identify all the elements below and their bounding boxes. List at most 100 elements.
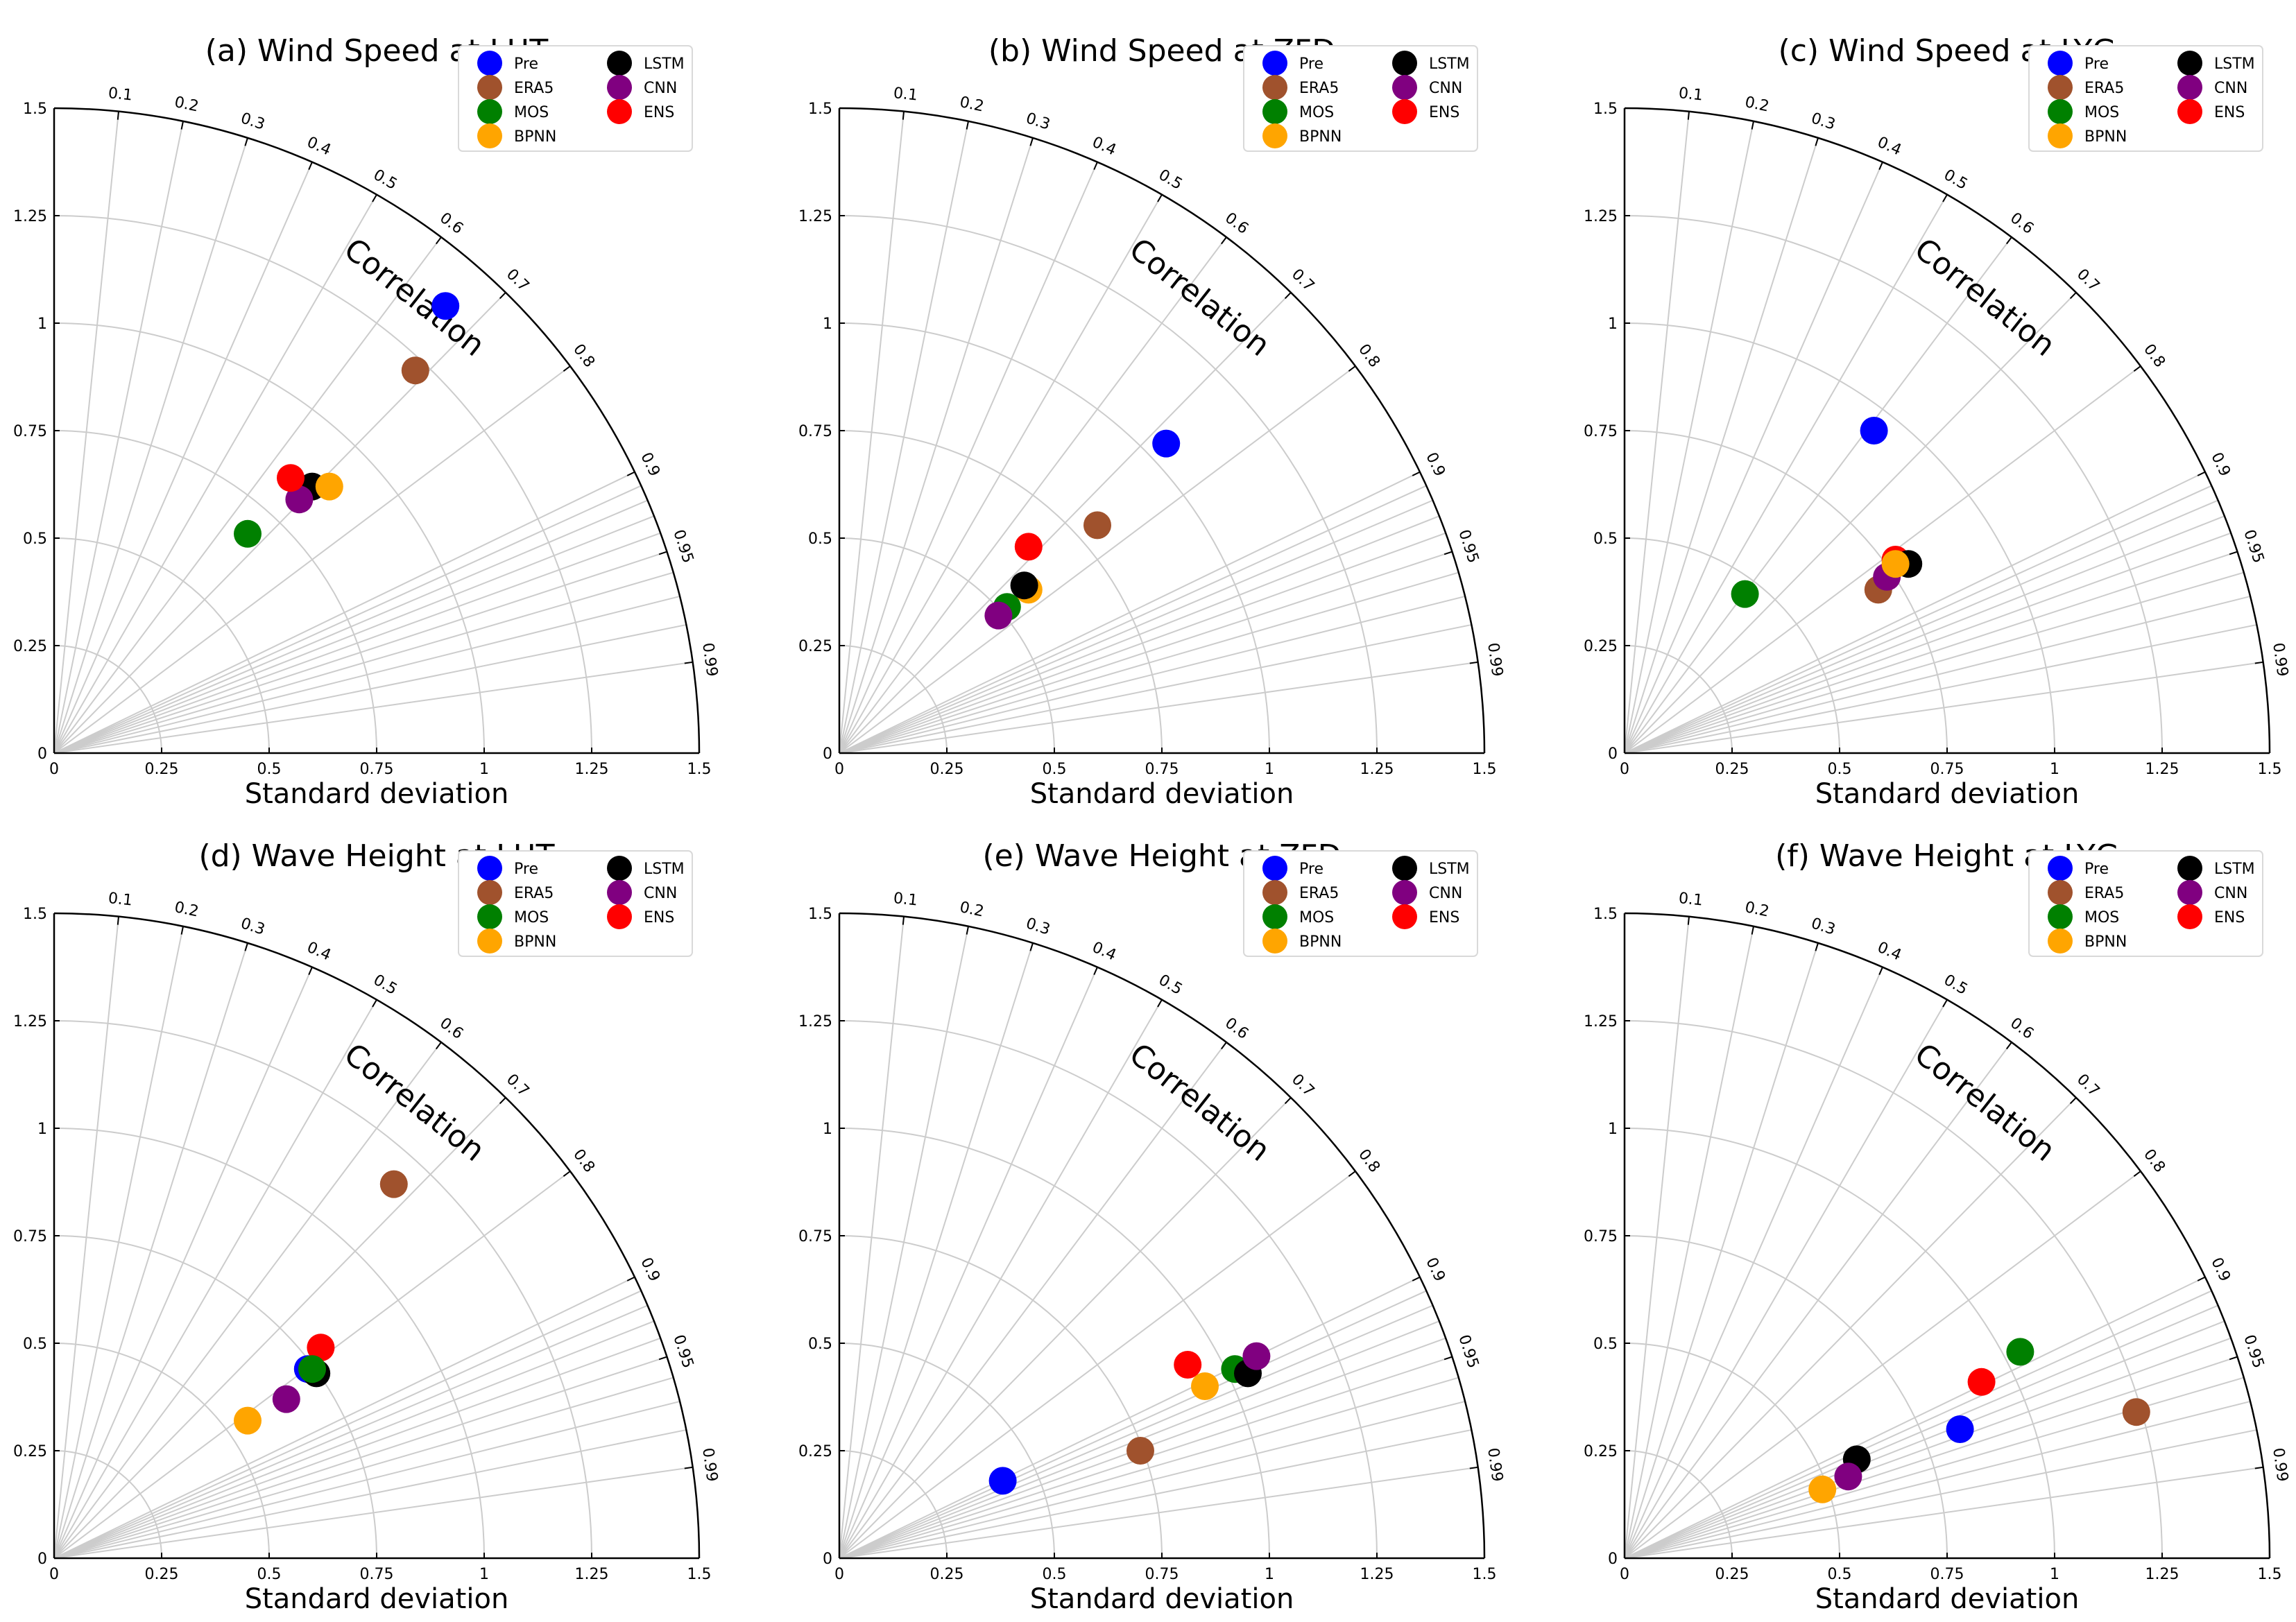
legend-marker-cnn <box>1392 75 1417 100</box>
correlation-grid-ray <box>839 162 1098 754</box>
y-tick-label: 0.5 <box>808 530 832 548</box>
legend-label-cnn: CNN <box>1429 885 1462 902</box>
y-tick-label: 0 <box>1608 1551 1618 1568</box>
correlation-grid-ray <box>1624 916 1690 1559</box>
x-tick-label: 1.25 <box>1360 761 1394 778</box>
y-tick-label: 0 <box>823 745 832 763</box>
x-tick-label: 1.5 <box>1473 761 1497 778</box>
correlation-grid-ray <box>839 1171 1356 1559</box>
y-tick-label: 1.5 <box>808 101 832 118</box>
correlation-grid-ray <box>53 999 377 1559</box>
correlation-grid-ray <box>53 1097 506 1559</box>
legend-label-cnn: CNN <box>644 80 677 97</box>
y-tick-label: 0.25 <box>1584 638 1618 655</box>
legend-label-era5: ERA5 <box>514 885 554 902</box>
correlation-tick-label: 0.95 <box>2240 1333 2267 1370</box>
correlation-grid-ray <box>53 1337 661 1559</box>
std-grid-arc <box>839 1450 948 1559</box>
correlation-tick-label: 0.95 <box>669 1333 696 1370</box>
data-point-bpnn <box>1808 1475 1837 1503</box>
correlation-tick-mark <box>626 471 635 476</box>
correlation-tick-label: 0.95 <box>2240 528 2267 565</box>
correlation-grid-ray <box>1624 595 2251 754</box>
legend-label-pre: Pre <box>2084 55 2109 73</box>
correlation-tick-mark <box>180 926 184 935</box>
correlation-grid-ray <box>839 551 1453 754</box>
legend: Pre LSTM ERA5 CNN MOS ENS BPNN <box>2028 45 2263 152</box>
correlation-grid-ray <box>53 137 248 754</box>
data-point-era5 <box>1083 511 1111 540</box>
correlation-grid-ray <box>53 121 184 754</box>
correlation-grid-ray <box>1624 551 2238 754</box>
legend-label-era5: ERA5 <box>514 80 554 97</box>
correlation-tick-label: 0.1 <box>1678 890 1704 909</box>
correlation-grid-ray <box>839 532 1446 754</box>
legend-label-pre: Pre <box>2084 861 2109 878</box>
correlation-grid-ray <box>1624 942 1819 1559</box>
std-grid-arc <box>53 1343 270 1559</box>
correlation-tick-mark <box>2254 661 2263 664</box>
std-grid-arc <box>53 537 270 754</box>
correlation-tick-mark <box>1029 942 1034 951</box>
correlation-grid-ray <box>839 137 1034 754</box>
x-axis-label: Standard deviation <box>1815 1583 2080 1615</box>
legend-marker-era5 <box>2048 880 2073 905</box>
correlation-tick-label: 0.5 <box>370 972 400 999</box>
correlation-tick-mark <box>372 194 377 202</box>
legend-box <box>1243 850 1478 957</box>
legend-label-lstm: LSTM <box>1429 861 1470 878</box>
correlation-tick-label: 0.99 <box>2269 641 2291 678</box>
correlation-tick-mark <box>1469 1466 1478 1469</box>
outer-correlation-arc <box>839 107 1486 754</box>
correlation-tick-label: 0.8 <box>1355 1146 1383 1176</box>
x-tick-label: 1.5 <box>687 1566 712 1583</box>
correlation-grid-ray <box>1624 111 1690 754</box>
correlation-tick-label: 0.9 <box>2207 450 2234 479</box>
data-point-pre <box>988 1467 1017 1495</box>
correlation-grid-ray <box>1624 236 2012 754</box>
std-grid-arc <box>839 1235 1163 1559</box>
legend-marker-era5 <box>1262 75 1287 100</box>
correlation-grid-ray <box>53 236 442 754</box>
legend-label-era5: ERA5 <box>1299 80 1339 97</box>
x-tick-label: 0.25 <box>1715 761 1749 778</box>
legend-marker-mos <box>1262 99 1287 124</box>
correlation-grid-ray <box>1624 515 2225 754</box>
correlation-grid-ray <box>53 111 119 754</box>
data-point-bpnn <box>315 472 343 501</box>
correlation-tick-mark <box>1157 999 1163 1008</box>
correlation-tick-mark <box>244 942 248 951</box>
correlation-grid-ray <box>839 292 1292 754</box>
correlation-tick-label: 0.4 <box>1875 939 1904 965</box>
legend-marker-lstm <box>1392 856 1417 881</box>
legend-marker-era5 <box>477 880 502 905</box>
correlation-tick-mark <box>563 1171 571 1177</box>
std-grid-arc <box>1624 322 2055 754</box>
correlation-grid-ray <box>839 194 1163 754</box>
correlation-tick-label: 0.6 <box>2007 209 2037 238</box>
y-tick-label: 0.75 <box>1584 423 1618 440</box>
legend-box <box>458 45 693 152</box>
correlation-grid-ray <box>1624 532 2231 754</box>
std-grid-arc <box>53 322 485 754</box>
y-tick-label: 0.25 <box>13 1443 47 1460</box>
x-tick-label: 0.5 <box>1828 761 1852 778</box>
correlation-grid-ray <box>53 926 184 1559</box>
correlation-tick-label: 0.5 <box>370 166 400 193</box>
legend-marker-bpnn <box>1262 929 1287 954</box>
correlation-grid-ray <box>1624 661 2263 754</box>
legend-label-cnn: CNN <box>1429 80 1462 97</box>
correlation-tick-mark <box>658 551 667 555</box>
legend-label-era5: ERA5 <box>2084 885 2124 902</box>
correlation-grid-ray <box>1624 1290 2212 1559</box>
correlation-axis-label: Correlation <box>1122 1037 1276 1168</box>
correlation-grid-ray <box>1624 1171 2141 1559</box>
legend-box <box>2028 45 2263 152</box>
std-grid-arc <box>53 1450 162 1559</box>
x-tick-label: 0.25 <box>930 761 964 778</box>
correlation-grid-ray <box>1624 1377 2245 1559</box>
correlation-grid-ray <box>1624 1097 2077 1559</box>
legend-marker-pre <box>2048 856 2073 881</box>
taylor-panel-d: (d) Wave Height at LHT000.250.250.50.50.… <box>13 838 721 1615</box>
legend-label-ens: ENS <box>644 104 674 121</box>
